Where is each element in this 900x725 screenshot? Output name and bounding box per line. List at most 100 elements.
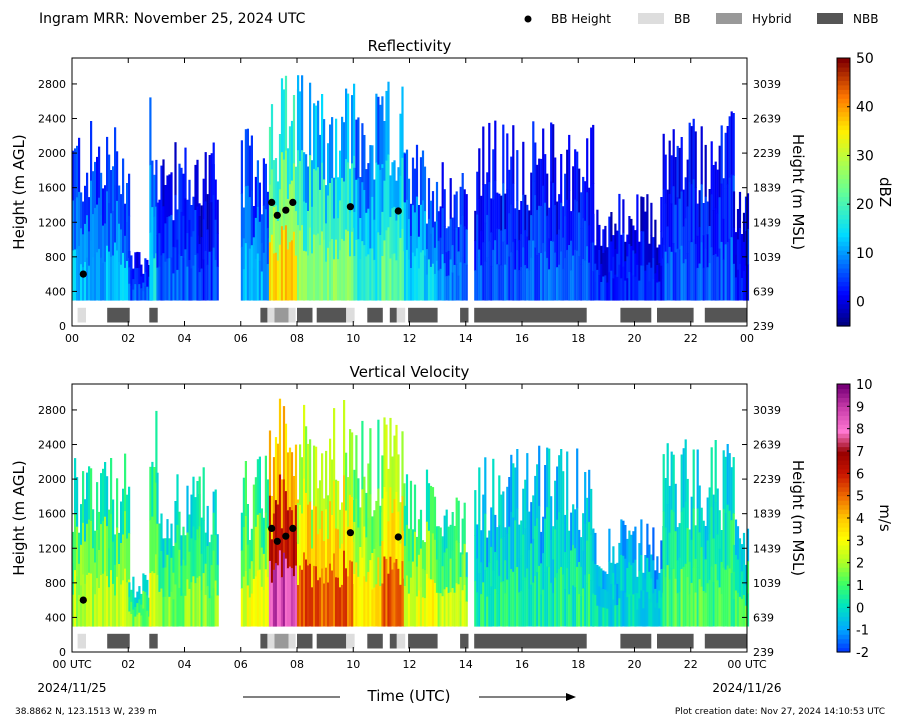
echo-strip xyxy=(389,258,392,301)
echo-strip xyxy=(556,466,559,521)
echo-strip xyxy=(530,172,533,216)
echo-strip xyxy=(712,255,715,301)
echo-strip xyxy=(182,215,185,259)
echo-strip xyxy=(256,253,259,301)
echo-strip xyxy=(510,156,513,205)
echo-strip xyxy=(560,154,563,204)
echo-strip xyxy=(618,229,621,266)
echo-strip xyxy=(149,573,152,627)
colorbar-tick-label-6: 4 xyxy=(856,512,864,527)
echo-strip xyxy=(349,256,352,301)
echo-strip xyxy=(650,267,653,301)
echo-strip xyxy=(494,120,497,181)
echo-strip xyxy=(321,94,324,164)
echo-strip xyxy=(478,467,481,521)
echo-strip xyxy=(650,202,653,236)
echo-strip xyxy=(142,273,145,283)
echo-strip xyxy=(698,579,701,627)
colorbar-cell xyxy=(837,629,850,635)
echo-strip xyxy=(427,218,431,260)
echo-strip xyxy=(244,129,247,187)
echo-strip xyxy=(546,215,549,259)
echo-strip xyxy=(550,122,553,183)
echo-strip xyxy=(668,532,671,580)
echo-strip xyxy=(742,563,746,596)
echo-strip xyxy=(580,566,583,597)
echo-strip xyxy=(451,272,454,301)
echo-strip xyxy=(658,244,661,264)
echo-strip xyxy=(528,240,531,271)
echo-strip xyxy=(290,568,294,627)
echo-strip xyxy=(720,562,723,595)
echo-strip xyxy=(188,179,191,221)
echo-strip xyxy=(732,513,735,571)
echo-strip xyxy=(153,258,156,301)
legend-dot-icon xyxy=(524,15,532,23)
echo-strip xyxy=(419,509,423,549)
echo-strip xyxy=(196,253,199,301)
echo-strip xyxy=(84,185,87,225)
echo-strip xyxy=(146,259,149,274)
echo-strip xyxy=(618,193,621,230)
echo-strip xyxy=(337,577,340,627)
echo-strip xyxy=(664,154,667,204)
echo-strip xyxy=(315,235,318,301)
echo-column-7 xyxy=(268,75,300,301)
echo-strip xyxy=(170,523,173,559)
echo-strip xyxy=(198,526,201,577)
echo-strip xyxy=(706,540,709,584)
echo-strip xyxy=(550,240,553,301)
echo-strip xyxy=(644,602,647,627)
echo-strip xyxy=(365,169,368,214)
echo-strip xyxy=(722,508,725,568)
echo-strip xyxy=(584,574,587,627)
echo-strip xyxy=(294,505,298,567)
echo-strip xyxy=(262,553,265,591)
echo-strip xyxy=(542,516,545,554)
echo-strip xyxy=(738,191,742,229)
echo-strip xyxy=(606,282,609,301)
echo-strip xyxy=(429,233,433,268)
echo-strip xyxy=(98,146,101,199)
echo-strip xyxy=(108,154,111,204)
echo-strip xyxy=(540,158,543,207)
echo-strip xyxy=(367,208,370,255)
echo-strip xyxy=(662,244,665,301)
x-axis-label: Time (UTC) xyxy=(367,687,451,705)
echo-strip xyxy=(540,594,543,627)
echo-strip xyxy=(433,539,437,584)
echo-strip xyxy=(144,258,147,273)
echo-strip xyxy=(184,147,187,199)
echo-strip xyxy=(494,551,497,590)
echo-strip xyxy=(664,478,667,528)
echo-strip xyxy=(526,453,529,512)
echo-strip xyxy=(317,233,320,301)
echo-strip xyxy=(502,536,505,582)
bb-class-segment-5 xyxy=(274,307,289,323)
echo-strip xyxy=(88,231,91,267)
colorbar-cell xyxy=(837,544,850,550)
echo-strip xyxy=(276,260,280,301)
echo-strip xyxy=(144,286,147,301)
echo-strip xyxy=(124,267,127,301)
echo-strip xyxy=(383,240,386,301)
echo-strip xyxy=(210,534,213,566)
echo-strip xyxy=(375,162,378,232)
echo-strip xyxy=(110,514,113,571)
echo-strip xyxy=(620,234,623,257)
echo-strip xyxy=(80,192,83,229)
echo-strip xyxy=(153,520,156,574)
colorbar-cell xyxy=(837,477,850,483)
echo-strip xyxy=(680,137,683,192)
echo-strip xyxy=(82,234,85,268)
echo-strip xyxy=(514,467,517,521)
echo-strip xyxy=(325,567,328,627)
echo-strip xyxy=(694,187,697,245)
legend-swatch-1 xyxy=(638,13,664,24)
echo-strip xyxy=(92,171,95,215)
echo-strip xyxy=(740,278,744,301)
echo-strip xyxy=(256,570,259,627)
echo-strip xyxy=(740,598,744,627)
echo-strip xyxy=(670,203,673,253)
echo-strip xyxy=(136,251,139,269)
